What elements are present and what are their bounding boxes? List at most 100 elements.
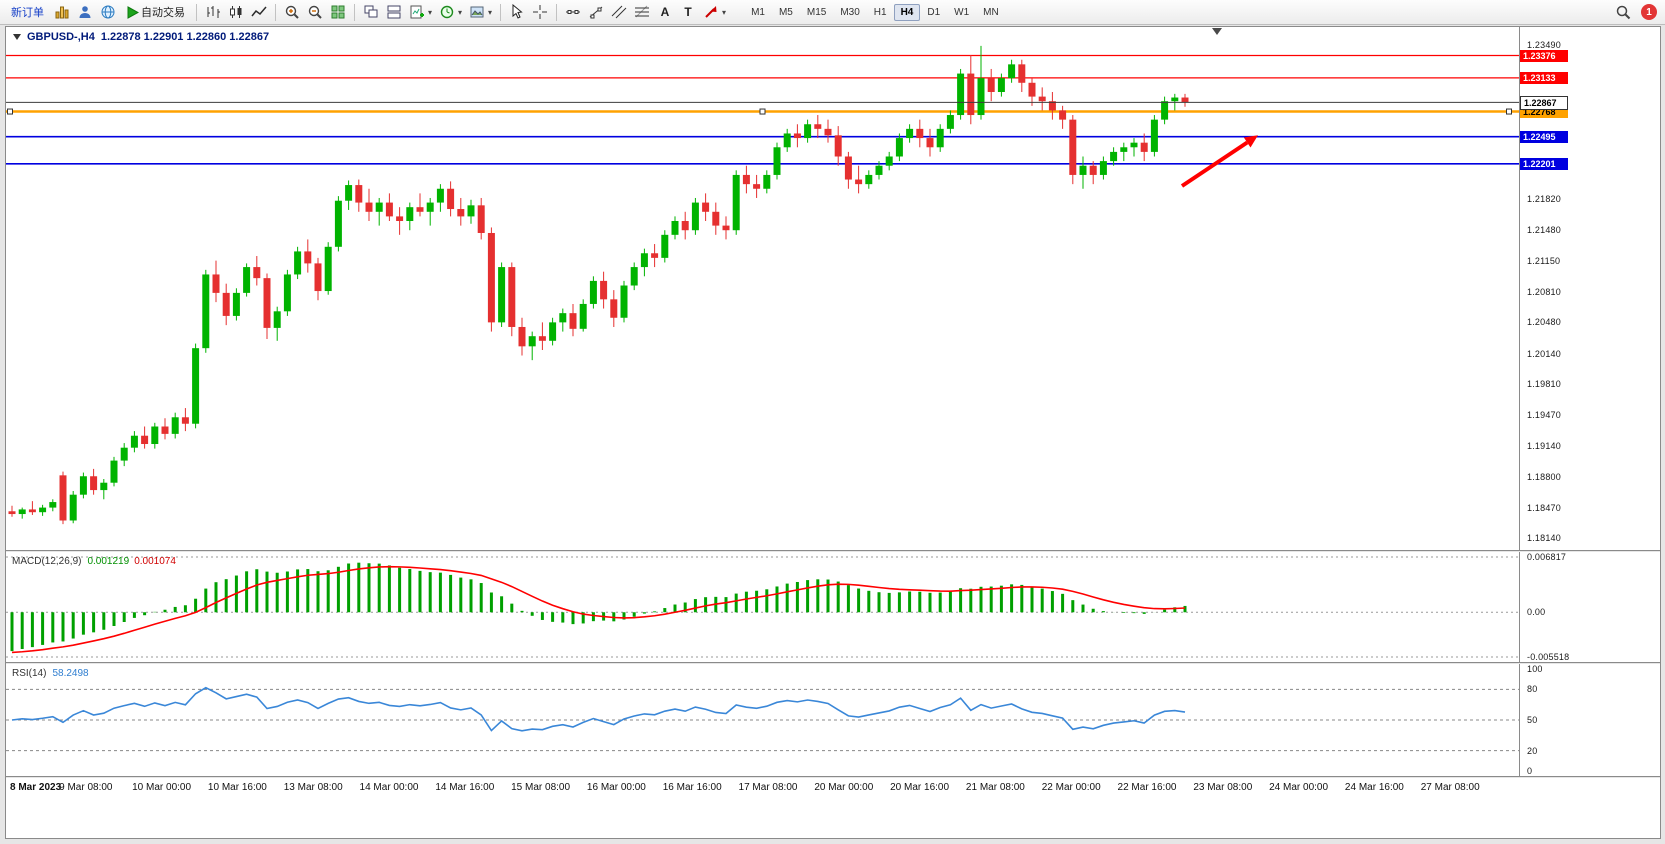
auto-trading-button[interactable]: 自动交易 (120, 2, 191, 23)
profiles-button[interactable] (436, 2, 465, 23)
arrow-line[interactable] (1180, 140, 1249, 188)
tf-h4[interactable]: H4 (893, 3, 921, 21)
new-order-button[interactable]: 新订单 (5, 2, 50, 23)
macd-name: MACD(12,26,9) (12, 556, 82, 567)
collapse-chart-icon[interactable] (13, 34, 21, 40)
template-image-icon (470, 6, 484, 18)
price-tick: 1.18800 (1527, 472, 1561, 483)
clock-icon (440, 5, 454, 19)
price-chart[interactable] (6, 27, 1519, 550)
market-watch-button[interactable] (74, 2, 96, 23)
candlestick-chart-button[interactable] (225, 2, 247, 23)
new-chart-button[interactable] (406, 2, 435, 23)
macd-pane[interactable] (6, 552, 1519, 662)
price-axis[interactable]: 1.23490 1.21820 1.21480 1.21150 1.20810 1.204… (1519, 27, 1660, 778)
candle (508, 262, 516, 337)
candle (691, 197, 699, 235)
rsi-pane[interactable] (6, 664, 1519, 776)
candle (263, 273, 271, 339)
horizontal-line-button[interactable] (562, 2, 584, 23)
tf-d1[interactable]: D1 (927, 6, 941, 18)
equidistant-channel-button[interactable] (608, 2, 630, 23)
candle (763, 170, 771, 194)
candle (1120, 142, 1128, 162)
candle (416, 193, 424, 217)
candle (640, 248, 648, 277)
line-handle[interactable] (1506, 108, 1512, 115)
time-label: 24 Mar 00:00 (1269, 782, 1329, 793)
candle (110, 456, 118, 487)
price-tick: 0 (1527, 766, 1533, 776)
cascade-windows-button[interactable] (360, 2, 382, 23)
main-toolbar: 新订单 自动交易 A T M1 M5 M15 M30 H1 H4 D1 W1 M… (0, 0, 1665, 25)
candle (304, 239, 312, 273)
templates-button[interactable] (466, 2, 495, 23)
arrows-tool-button[interactable] (700, 2, 729, 23)
candle (793, 124, 801, 148)
candle (100, 479, 108, 500)
bar-chart-button[interactable] (202, 2, 224, 23)
time-label: 20 Mar 00:00 (814, 782, 874, 793)
text-label-button[interactable]: T (677, 2, 699, 23)
candle (161, 418, 169, 440)
candle (528, 331, 536, 361)
trendline-button[interactable] (585, 2, 607, 23)
candle (192, 343, 200, 429)
candle (273, 306, 281, 341)
time-axis[interactable]: 8 Mar 2023 9 Mar 08:00 10 Mar 00:00 10 Mar … (6, 778, 1519, 798)
tile-horizontal-button[interactable] (383, 2, 405, 23)
line-handle[interactable] (7, 108, 13, 115)
pane-divider[interactable] (6, 662, 1660, 664)
toolbar-separator (556, 3, 558, 21)
candle (753, 174, 761, 198)
search-button[interactable] (1612, 2, 1634, 23)
candle (171, 412, 179, 439)
candle (1038, 87, 1046, 111)
candle (28, 501, 36, 515)
tf-w1[interactable]: W1 (954, 6, 970, 18)
candle (1110, 147, 1118, 166)
candle (630, 262, 638, 291)
time-label: 16 Mar 00:00 (586, 782, 646, 793)
candle (1150, 115, 1158, 157)
candle (702, 193, 710, 222)
chart-window[interactable]: GBPUSD-,H4 1.22878 1.22901 1.22860 1.228… (5, 26, 1661, 839)
price-tick: 50 (1527, 715, 1538, 725)
arrow-tool-icon (705, 6, 717, 18)
candle (8, 505, 16, 517)
tf-m15[interactable]: M15 (806, 6, 827, 18)
candle (722, 216, 730, 240)
price-tick: 1.19810 (1527, 379, 1561, 390)
notification-badge[interactable]: 1 (1641, 4, 1657, 20)
candle (681, 211, 689, 240)
candle (467, 199, 475, 224)
line-chart-button[interactable] (248, 2, 270, 23)
tf-m1[interactable]: M1 (751, 6, 765, 18)
zoom-out-button[interactable] (304, 2, 326, 23)
chart-ohlc: 1.22878 1.22901 1.22860 1.22867 (100, 31, 270, 43)
pane-divider[interactable] (6, 550, 1660, 552)
text-button[interactable]: A (654, 2, 676, 23)
cursor-button[interactable] (506, 2, 528, 23)
price-tick: 1.19140 (1527, 440, 1561, 451)
arrow-head[interactable] (1243, 135, 1258, 148)
fibonacci-button[interactable] (631, 2, 653, 23)
tf-h1[interactable]: H1 (873, 6, 887, 18)
crosshair-button[interactable] (529, 2, 551, 23)
line-handle[interactable] (759, 108, 766, 115)
web-terminal-button[interactable] (97, 2, 119, 23)
tf-m5[interactable]: M5 (778, 6, 793, 18)
candle (1079, 156, 1087, 189)
candle (90, 468, 98, 495)
tile-windows-button[interactable] (327, 2, 349, 23)
candle (926, 128, 934, 157)
charts-button[interactable] (51, 2, 73, 23)
candle (243, 263, 251, 297)
tf-mn[interactable]: MN (983, 6, 999, 18)
zoom-in-button[interactable] (281, 2, 303, 23)
zoom-out-icon (308, 5, 322, 19)
chart-shift-marker[interactable] (1212, 28, 1222, 35)
candle (1069, 115, 1077, 185)
tf-m30[interactable]: M30 (840, 6, 860, 18)
tile-horizontal-icon (387, 5, 401, 19)
